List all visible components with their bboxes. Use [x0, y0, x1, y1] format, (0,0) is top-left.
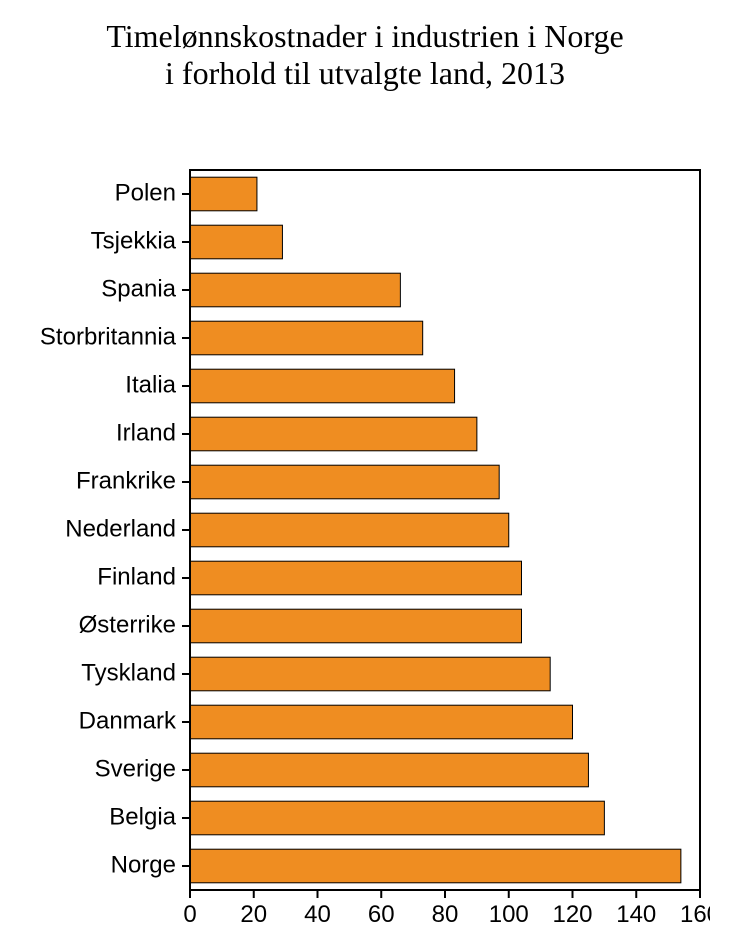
- ytick-label: Spania: [101, 275, 176, 302]
- ytick-label: Irland: [116, 419, 176, 446]
- ytick-label: Storbritannia: [40, 323, 177, 350]
- xtick-label: 160: [680, 901, 710, 928]
- page: Timelønnskostnader i industrien i Norge …: [0, 0, 730, 946]
- bar-spania: [190, 273, 400, 307]
- ytick-label: Polen: [115, 179, 176, 206]
- bar-danmark: [190, 705, 573, 739]
- bar-sverige: [190, 753, 588, 787]
- bar-østerrike: [190, 609, 522, 643]
- bar-tyskland: [190, 657, 550, 691]
- bar-tsjekkia: [190, 225, 282, 259]
- bar-belgia: [190, 801, 604, 835]
- chart-title-line1: Timelønnskostnader i industrien i Norge: [0, 18, 730, 55]
- ytick-label: Danmark: [79, 707, 177, 734]
- ytick-label: Tsjekkia: [91, 227, 177, 254]
- ytick-label: Belgia: [109, 803, 176, 830]
- bar-finland: [190, 561, 522, 595]
- bar-polen: [190, 177, 257, 211]
- ytick-label: Østerrike: [79, 611, 176, 638]
- xtick-label: 20: [240, 901, 267, 928]
- bar-irland: [190, 417, 477, 451]
- chart-container: Polen Tsjekkia Spania Storbritannia Italia Ir…: [30, 160, 710, 950]
- xtick-label: 100: [489, 901, 529, 928]
- bar-nederland: [190, 513, 509, 547]
- ytick-label: Sverige: [95, 755, 176, 782]
- bar-norge: [190, 849, 681, 883]
- bar-chart: Polen Tsjekkia Spania Storbritannia Italia Ir…: [30, 160, 710, 950]
- xtick-label: 40: [304, 901, 331, 928]
- ytick-label: Tyskland: [81, 659, 176, 686]
- chart-title-line2: i forhold til utvalgte land, 2013: [0, 55, 730, 92]
- xtick-label: 120: [552, 901, 592, 928]
- xtick-label: 0: [183, 901, 196, 928]
- xtick-label: 140: [616, 901, 656, 928]
- ytick-label: Nederland: [65, 515, 176, 542]
- bar-italia: [190, 369, 455, 403]
- ytick-label: Italia: [125, 371, 176, 398]
- xtick-label: 80: [432, 901, 459, 928]
- ytick-label: Frankrike: [76, 467, 176, 494]
- ytick-label: Finland: [97, 563, 176, 590]
- bar-frankrike: [190, 465, 499, 499]
- bar-storbritannia: [190, 321, 423, 355]
- chart-title: Timelønnskostnader i industrien i Norge …: [0, 0, 730, 92]
- xtick-label: 60: [368, 901, 395, 928]
- ytick-label: Norge: [111, 851, 176, 878]
